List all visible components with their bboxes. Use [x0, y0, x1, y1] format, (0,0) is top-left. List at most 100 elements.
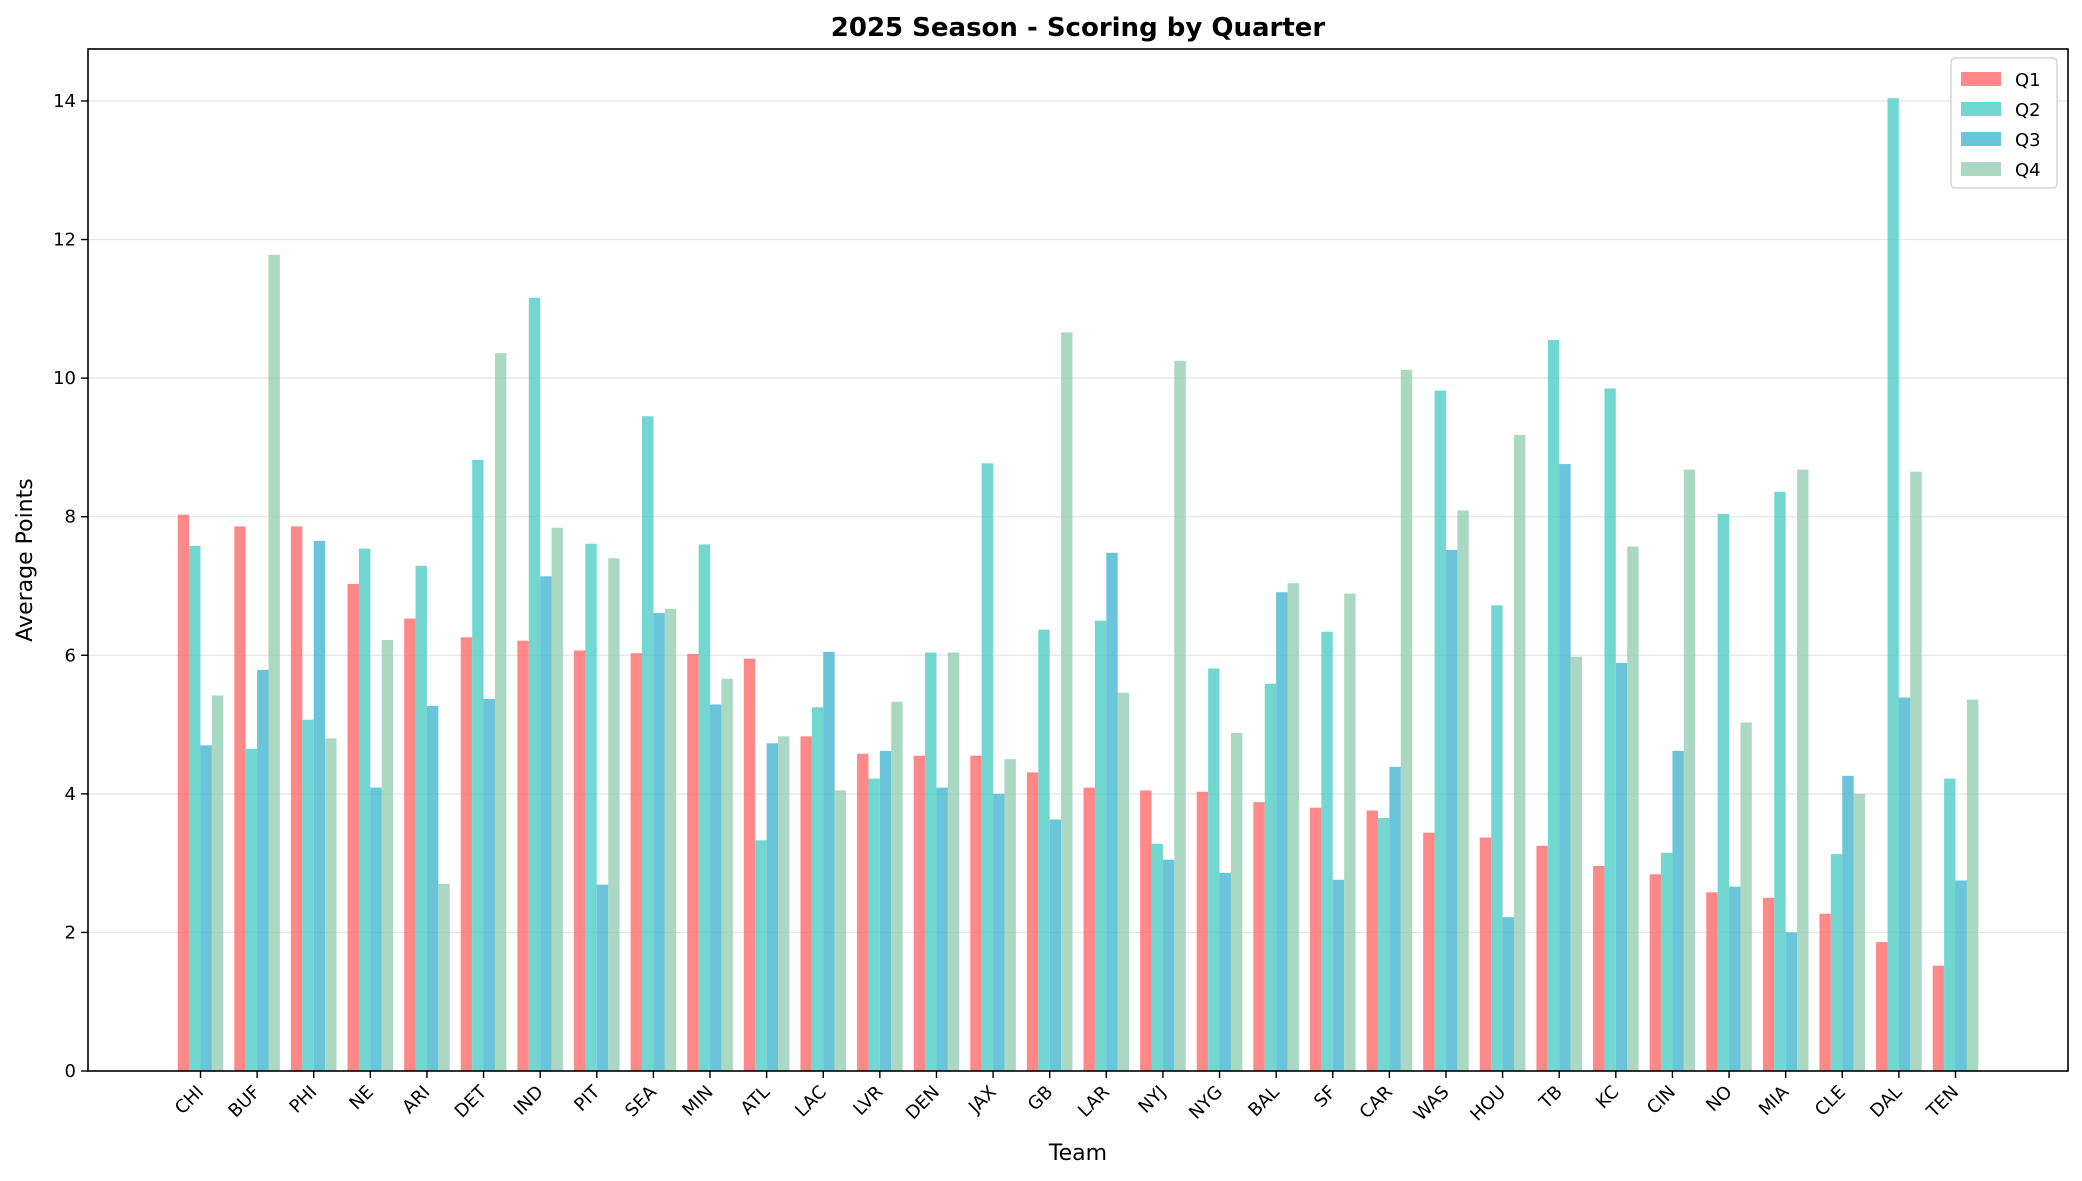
bar-den-q1	[913, 755, 926, 1071]
y-tick-label: 6	[65, 645, 76, 666]
bar-nyj-q1	[1140, 790, 1152, 1071]
bar-min-q3	[710, 704, 722, 1071]
bar-ind-q2	[528, 297, 541, 1071]
bar-hou-q2	[1491, 605, 1503, 1071]
bar-phi-q4	[325, 738, 337, 1071]
y-axis-label: Average Points	[13, 478, 38, 641]
bar-tb-q1	[1536, 845, 1548, 1071]
bar-ari-q4	[438, 883, 450, 1071]
bar-bal-q2	[1264, 683, 1277, 1071]
bar-bal-q4	[1287, 583, 1299, 1071]
bar-mia-q1	[1762, 897, 1775, 1071]
y-tick-label: 12	[53, 230, 76, 251]
bar-was-q2	[1434, 390, 1446, 1072]
bar-kc-q4	[1627, 546, 1639, 1071]
bar-sf-q4	[1344, 593, 1356, 1071]
bar-atl-q3	[766, 743, 779, 1071]
bar-ten-q1	[1932, 965, 1945, 1071]
bar-sea-q2	[642, 416, 654, 1072]
bar-no-q4	[1740, 722, 1752, 1071]
bar-ari-q3	[426, 705, 439, 1071]
bar-ari-q2	[415, 565, 427, 1071]
bar-was-q3	[1445, 549, 1458, 1071]
bar-chi-q4	[211, 695, 224, 1071]
bar-sea-q4	[664, 608, 677, 1071]
bar-ne-q2	[358, 548, 371, 1071]
bar-det-q3	[483, 698, 495, 1071]
bar-car-q3	[1389, 766, 1401, 1071]
bar-den-q2	[925, 652, 937, 1071]
legend-swatch-q4	[1961, 162, 2001, 176]
bar-det-q4	[494, 353, 507, 1071]
bar-atl-q1	[743, 658, 756, 1071]
bar-lvr-q3	[879, 750, 892, 1071]
bar-min-q2	[698, 544, 711, 1071]
bar-ne-q1	[347, 583, 359, 1071]
y-tick-label: 14	[53, 91, 76, 112]
bar-lar-q4	[1117, 692, 1130, 1071]
bar-jax-q1	[970, 755, 982, 1071]
bar-dal-q2	[1887, 98, 1899, 1071]
chart-title: 2025 Season - Scoring by Quarter	[831, 13, 1326, 43]
bar-jax-q4	[1004, 759, 1016, 1071]
bar-cin-q3	[1672, 750, 1684, 1071]
bar-det-q2	[472, 459, 484, 1071]
y-tick-label: 4	[65, 784, 76, 805]
bar-lvr-q2	[868, 778, 880, 1071]
y-tick-label: 8	[65, 507, 76, 528]
bar-atl-q2	[755, 840, 767, 1071]
bar-gb-q2	[1038, 629, 1050, 1071]
bar-lac-q1	[800, 736, 812, 1071]
bar-hou-q1	[1479, 837, 1492, 1071]
bar-jax-q2	[981, 463, 994, 1072]
bar-nyj-q3	[1162, 859, 1175, 1071]
bar-bal-q1	[1253, 802, 1265, 1071]
legend-label-q4: Q4	[2015, 160, 2041, 181]
bar-cin-q2	[1661, 852, 1673, 1071]
bar-ind-q1	[517, 640, 529, 1071]
bar-lac-q4	[834, 790, 847, 1071]
bar-mia-q2	[1774, 491, 1786, 1071]
legend-swatch-q1	[1961, 72, 2001, 86]
bar-den-q3	[936, 787, 948, 1071]
bar-atl-q4	[778, 736, 790, 1071]
bar-lac-q2	[811, 707, 824, 1071]
bar-sf-q1	[1309, 807, 1322, 1071]
bar-lac-q3	[823, 651, 835, 1071]
bar-gb-q4	[1061, 332, 1073, 1071]
bar-dal-q4	[1910, 471, 1922, 1071]
bar-chi-q1	[177, 514, 190, 1071]
bar-cin-q1	[1649, 874, 1662, 1071]
plot-frame	[87, 48, 2069, 1072]
bar-cle-q1	[1819, 913, 1831, 1071]
bar-mia-q4	[1797, 469, 1809, 1072]
bar-nyg-q2	[1208, 668, 1220, 1071]
bar-dal-q1	[1876, 942, 1888, 1071]
bar-sea-q1	[630, 653, 642, 1071]
bar-ten-q2	[1944, 778, 1956, 1071]
bar-cin-q4	[1683, 469, 1696, 1072]
bar-sea-q3	[653, 613, 665, 1071]
bar-ari-q1	[404, 618, 416, 1071]
bar-det-q1	[460, 637, 473, 1071]
bar-tb-q4	[1570, 656, 1583, 1071]
bar-ne-q3	[370, 787, 382, 1071]
bar-ten-q3	[1955, 880, 1967, 1071]
legend-swatch-q3	[1961, 132, 2001, 146]
bar-mia-q3	[1785, 932, 1798, 1071]
legend-swatch-q2	[1961, 102, 2001, 116]
bar-lvr-q1	[857, 753, 869, 1071]
bar-car-q2	[1377, 818, 1390, 1071]
y-axis-ticks: 0 2 4 6 8 10 12 14	[53, 91, 88, 1082]
bar-nyg-q1	[1196, 791, 1209, 1071]
bar-kc-q3	[1615, 662, 1628, 1071]
legend: Q1 Q2 Q3 Q4	[1950, 57, 2058, 189]
bar-cle-q3	[1842, 775, 1854, 1071]
bar-ind-q3	[540, 576, 552, 1071]
bar-min-q1	[687, 653, 699, 1071]
bar-phi-q2	[302, 719, 314, 1071]
bar-no-q3	[1729, 886, 1741, 1071]
bar-lvr-q4	[891, 701, 903, 1071]
bar-tb-q2	[1547, 340, 1560, 1071]
